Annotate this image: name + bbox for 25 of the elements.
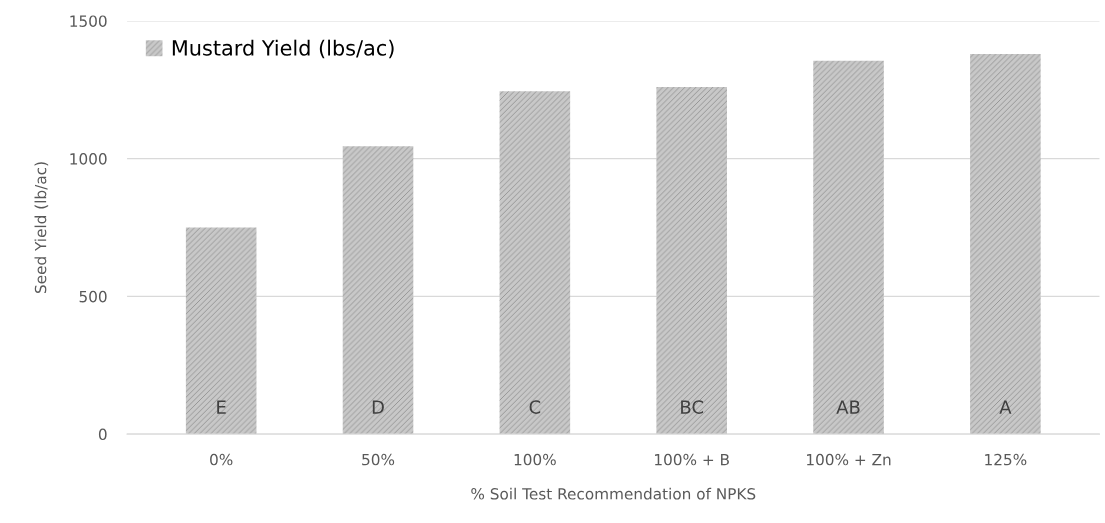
- data-label: E: [217, 400, 226, 414]
- x-tick-label: 100% + B: [655, 453, 729, 466]
- data-label: BC: [681, 400, 704, 414]
- data-label: C: [529, 400, 541, 414]
- y-tick-label: 500: [79, 290, 107, 303]
- y-tick-label: 1500: [70, 15, 107, 27]
- data-label: AB: [836, 400, 860, 414]
- bar: [813, 60, 884, 435]
- x-tick-label: 50%: [362, 453, 395, 466]
- legend-label: Mustard Yield (lbs/ac): [172, 39, 394, 59]
- y-axis-title: Seed Yield (lb/ac): [34, 162, 49, 294]
- x-tick-label: 100% + Zn: [807, 453, 891, 466]
- bar: [499, 91, 571, 435]
- bar: [656, 87, 727, 435]
- y-tick-label: 1000: [70, 153, 107, 165]
- bar: [342, 146, 414, 435]
- data-label: D: [372, 400, 384, 414]
- x-axis-title: % Soil Test Recommendation of NPKS: [471, 487, 756, 500]
- data-label: A: [999, 400, 1012, 414]
- x-tick-label: 100%: [514, 453, 556, 466]
- x-tick-label: 125%: [985, 453, 1027, 466]
- bar: [185, 227, 257, 435]
- x-tick-label: 0%: [210, 453, 233, 466]
- bar: [970, 53, 1041, 435]
- y-tick-label: 0: [98, 428, 107, 441]
